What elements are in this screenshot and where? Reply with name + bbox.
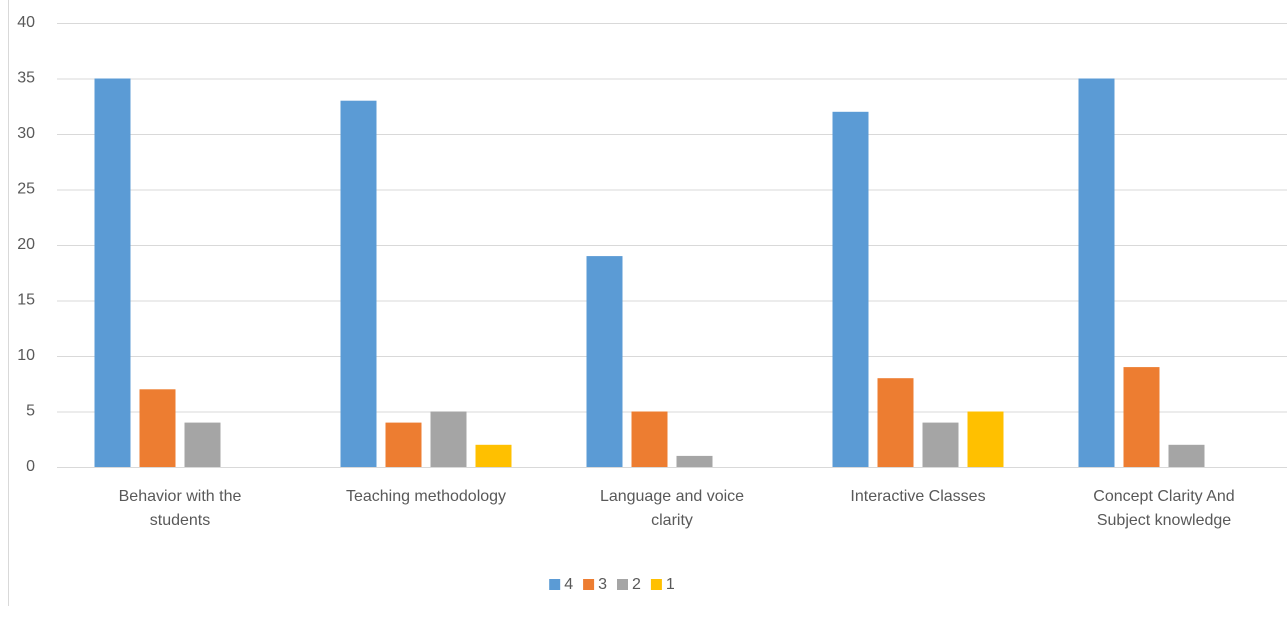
y-tick-label: 15: [17, 292, 35, 309]
x-tick-label-line: Behavior with the: [119, 488, 242, 505]
y-tick-label: 25: [17, 181, 35, 198]
legend-label: 4: [564, 576, 573, 593]
bar: [139, 389, 176, 467]
x-tick-label-line: students: [150, 512, 210, 529]
x-tick-label: Concept Clarity And Subject knowledge: [1093, 488, 1234, 529]
bar: [1123, 367, 1160, 467]
y-tick-label: 10: [17, 347, 35, 364]
y-tick-label: 30: [17, 125, 35, 142]
bar: [340, 100, 377, 467]
legend-label: 3: [598, 576, 607, 593]
bar: [1078, 78, 1115, 467]
bar: [385, 422, 422, 467]
bar: [676, 455, 713, 467]
y-tick-label: 0: [26, 458, 35, 475]
x-tick-label-line: Subject knowledge: [1097, 512, 1231, 529]
x-tick-label: Interactive Classes: [850, 488, 985, 505]
legend-label: 1: [666, 576, 675, 593]
bar: [94, 78, 131, 467]
bar: [877, 378, 914, 467]
x-tick-label-line: clarity: [651, 512, 693, 529]
bar: [967, 411, 1004, 467]
bar: [475, 444, 512, 467]
bar: [832, 111, 869, 468]
y-tick-label: 20: [17, 236, 35, 253]
legend-swatch: [617, 579, 628, 590]
legend-label: 2: [632, 576, 641, 593]
x-tick-label-line: Language and voice: [600, 488, 744, 505]
bar: [430, 411, 467, 467]
legend-swatch: [549, 579, 561, 590]
bar: [586, 256, 623, 467]
x-tick-label: Behavior with the students: [119, 488, 242, 529]
legend-swatch: [583, 579, 595, 590]
x-tick-label: Teaching methodology: [346, 488, 506, 505]
bar: [631, 411, 668, 467]
bar: [184, 422, 221, 467]
y-tick-label: 5: [26, 403, 35, 420]
legend: 4 3 2 1: [549, 576, 675, 593]
y-tick-label: 35: [17, 70, 35, 87]
bar: [1168, 444, 1205, 467]
x-tick-label: Language and voice clarity: [600, 488, 744, 529]
bar: [922, 422, 959, 467]
x-tick-label-line: Concept Clarity And: [1093, 488, 1234, 505]
y-tick-label: 40: [17, 14, 35, 31]
legend-swatch: [650, 579, 662, 590]
